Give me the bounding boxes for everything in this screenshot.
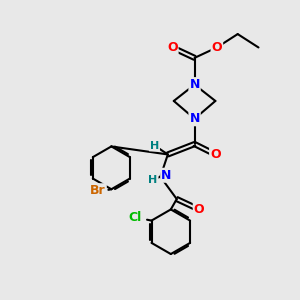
Text: O: O xyxy=(212,41,222,54)
Text: O: O xyxy=(194,203,204,216)
Text: H: H xyxy=(148,175,158,185)
Text: Br: Br xyxy=(90,184,106,197)
Text: O: O xyxy=(167,41,178,54)
Text: Cl: Cl xyxy=(128,211,142,224)
Text: H: H xyxy=(150,140,159,151)
Text: N: N xyxy=(189,78,200,91)
Text: N: N xyxy=(189,112,200,125)
Text: O: O xyxy=(210,148,221,161)
Text: N: N xyxy=(161,169,172,182)
